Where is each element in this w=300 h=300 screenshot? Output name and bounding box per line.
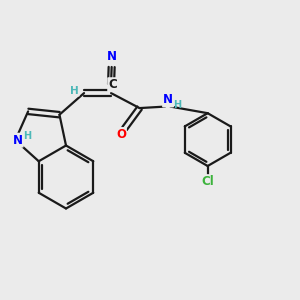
- Text: H: H: [70, 86, 79, 96]
- Text: O: O: [116, 128, 126, 141]
- Text: N: N: [163, 94, 173, 106]
- Text: C: C: [108, 78, 117, 91]
- Text: N: N: [13, 134, 23, 147]
- Text: H: H: [174, 100, 182, 110]
- Text: H: H: [22, 131, 31, 141]
- Text: Cl: Cl: [201, 175, 214, 188]
- Text: N: N: [107, 50, 117, 63]
